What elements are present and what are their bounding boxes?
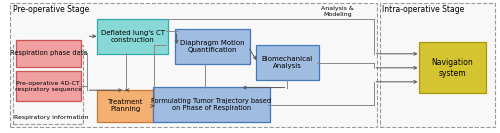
FancyBboxPatch shape bbox=[174, 29, 250, 64]
Text: Analysis &
Modeling: Analysis & Modeling bbox=[321, 6, 354, 17]
Text: Biomechanical
Analysis: Biomechanical Analysis bbox=[262, 56, 313, 69]
Text: Pre-operative 4D-CT
respiratory sequence: Pre-operative 4D-CT respiratory sequence bbox=[15, 81, 82, 92]
FancyBboxPatch shape bbox=[418, 42, 486, 93]
FancyBboxPatch shape bbox=[98, 90, 153, 122]
Text: Diaphragm Motion
Quantification: Diaphragm Motion Quantification bbox=[180, 40, 244, 53]
Text: Treatment
Planning: Treatment Planning bbox=[108, 99, 143, 113]
Text: Respiration phase data: Respiration phase data bbox=[10, 50, 87, 56]
FancyBboxPatch shape bbox=[10, 3, 377, 127]
Text: Deflated lung's CT
construction: Deflated lung's CT construction bbox=[100, 30, 164, 43]
Text: Pre-operative Stage: Pre-operative Stage bbox=[12, 5, 89, 14]
Text: Formulating Tumor Trajectory based
on Phase of Respiration: Formulating Tumor Trajectory based on Ph… bbox=[151, 98, 271, 111]
Text: Intra-operative Stage: Intra-operative Stage bbox=[382, 5, 464, 14]
FancyBboxPatch shape bbox=[98, 19, 168, 54]
FancyBboxPatch shape bbox=[16, 71, 81, 101]
FancyBboxPatch shape bbox=[380, 3, 496, 127]
FancyBboxPatch shape bbox=[256, 45, 319, 80]
Text: Navigation
system: Navigation system bbox=[432, 58, 474, 78]
FancyBboxPatch shape bbox=[12, 45, 83, 124]
Text: Respiratory information: Respiratory information bbox=[14, 115, 88, 120]
FancyBboxPatch shape bbox=[16, 40, 81, 67]
FancyBboxPatch shape bbox=[152, 87, 270, 122]
